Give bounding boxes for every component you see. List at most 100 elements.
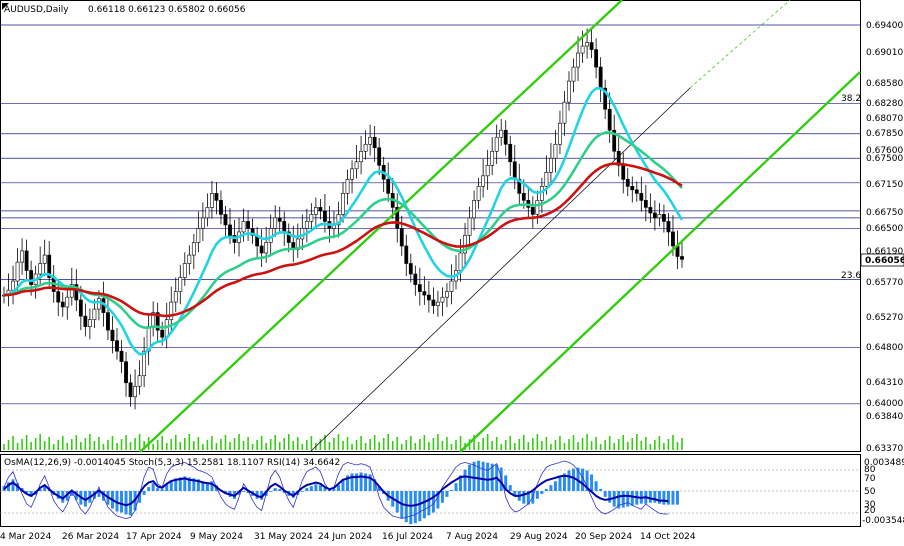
candle-body — [404, 245, 409, 264]
osma-bar — [671, 491, 675, 505]
volume-bar — [577, 442, 579, 450]
candle-body — [200, 217, 205, 229]
volume-bar — [102, 444, 105, 450]
candle-body — [580, 45, 585, 54]
candle-body — [562, 101, 567, 124]
volume-bar — [473, 435, 475, 450]
trend-line — [309, 87, 691, 453]
volume-bar — [518, 439, 521, 450]
volume-bar — [649, 444, 652, 450]
candle-body — [110, 329, 115, 341]
osma-bar — [535, 491, 539, 499]
volume-bar — [504, 440, 507, 450]
osma-bar — [142, 491, 146, 495]
osma-bar — [481, 461, 485, 491]
indicator-plots — [0, 460, 860, 525]
volume-bar — [554, 440, 557, 450]
candle-body — [521, 193, 526, 201]
price-tick-label: 0.68070 — [866, 114, 903, 124]
volume-bar — [482, 438, 484, 450]
candle-body — [133, 385, 137, 398]
fib-236-label: 23.6 — [841, 271, 861, 281]
osma-bar — [138, 491, 142, 503]
candle-body — [395, 207, 400, 229]
indicator-axis-bottom: -0.003548 — [862, 516, 904, 526]
candle-body — [662, 214, 666, 222]
osma-bar — [553, 481, 557, 491]
volume-bar — [251, 444, 254, 450]
osma-bar — [160, 489, 164, 491]
price-tick-label: 0.66190 — [866, 247, 903, 257]
volume-bar — [21, 439, 23, 450]
price-tick-label: 0.64000 — [866, 399, 903, 409]
candle-body — [607, 108, 612, 131]
stoch-line — [3, 460, 669, 520]
volume-bar — [57, 440, 60, 450]
osma-bar — [449, 490, 453, 491]
candle-body — [228, 224, 232, 236]
candle-body — [169, 301, 174, 320]
candle-body — [277, 217, 282, 222]
candle-body — [499, 129, 504, 138]
candle-body — [15, 261, 20, 282]
volume-bar — [604, 440, 606, 450]
volume-bar — [432, 438, 435, 450]
volume-bar — [509, 436, 512, 450]
volume-bar — [98, 437, 100, 450]
current-price-box — [860, 253, 904, 267]
osma-bar — [156, 488, 160, 491]
candle-body — [219, 200, 223, 215]
volume-bar — [586, 434, 588, 450]
candle-body — [155, 312, 160, 331]
osma-bar — [43, 485, 47, 491]
volume-bar — [170, 439, 173, 450]
volume-bar — [224, 435, 227, 450]
volume-bar — [174, 435, 177, 450]
volume-bar — [595, 437, 597, 450]
price-tick-label: 0.64310 — [866, 378, 903, 388]
osma-bar — [192, 478, 196, 491]
candle-body — [42, 254, 47, 264]
candle-body — [643, 200, 648, 208]
candle-body — [359, 150, 363, 163]
candle-body — [440, 296, 445, 303]
x-tick-label: 31 May 2024 — [254, 532, 313, 542]
candle-body — [119, 350, 124, 363]
candle-body — [671, 231, 675, 247]
candle-body — [485, 164, 490, 177]
x-tick-label: 20 Sep 2024 — [575, 532, 632, 542]
volume-bar — [455, 440, 457, 450]
volume-bar — [491, 441, 493, 450]
volume-bar — [188, 434, 191, 450]
candle-body — [449, 280, 454, 292]
volume-bar — [111, 436, 114, 450]
volume-bar — [400, 444, 403, 450]
osma-bar — [558, 477, 562, 491]
volume-bar — [165, 443, 168, 450]
volume-bar — [645, 437, 647, 450]
ema-fast-line — [3, 87, 684, 356]
indicator-axis-top: 0.003489 — [864, 458, 904, 468]
volume-bar — [676, 442, 679, 450]
volume-bar — [125, 435, 127, 450]
volume-bar — [346, 437, 349, 450]
osma-bar — [567, 470, 571, 491]
osma-bar — [409, 491, 413, 525]
volume-bar — [220, 439, 222, 450]
volume-bar — [672, 435, 674, 450]
chart-menu-icon[interactable] — [2, 3, 9, 10]
osma-bar — [594, 481, 598, 491]
candle-body — [92, 308, 97, 320]
candle-body — [196, 228, 201, 243]
osma-bar — [490, 463, 494, 491]
candle-body — [137, 375, 142, 387]
volume-bar — [301, 444, 304, 450]
osma-bar — [526, 491, 530, 505]
volume-bar — [486, 434, 489, 450]
volume-bar — [256, 440, 258, 450]
osma-bar — [585, 470, 589, 491]
osma-bar — [549, 485, 553, 491]
price-tick-label: 0.67500 — [866, 154, 903, 164]
volume-bar — [287, 434, 290, 450]
